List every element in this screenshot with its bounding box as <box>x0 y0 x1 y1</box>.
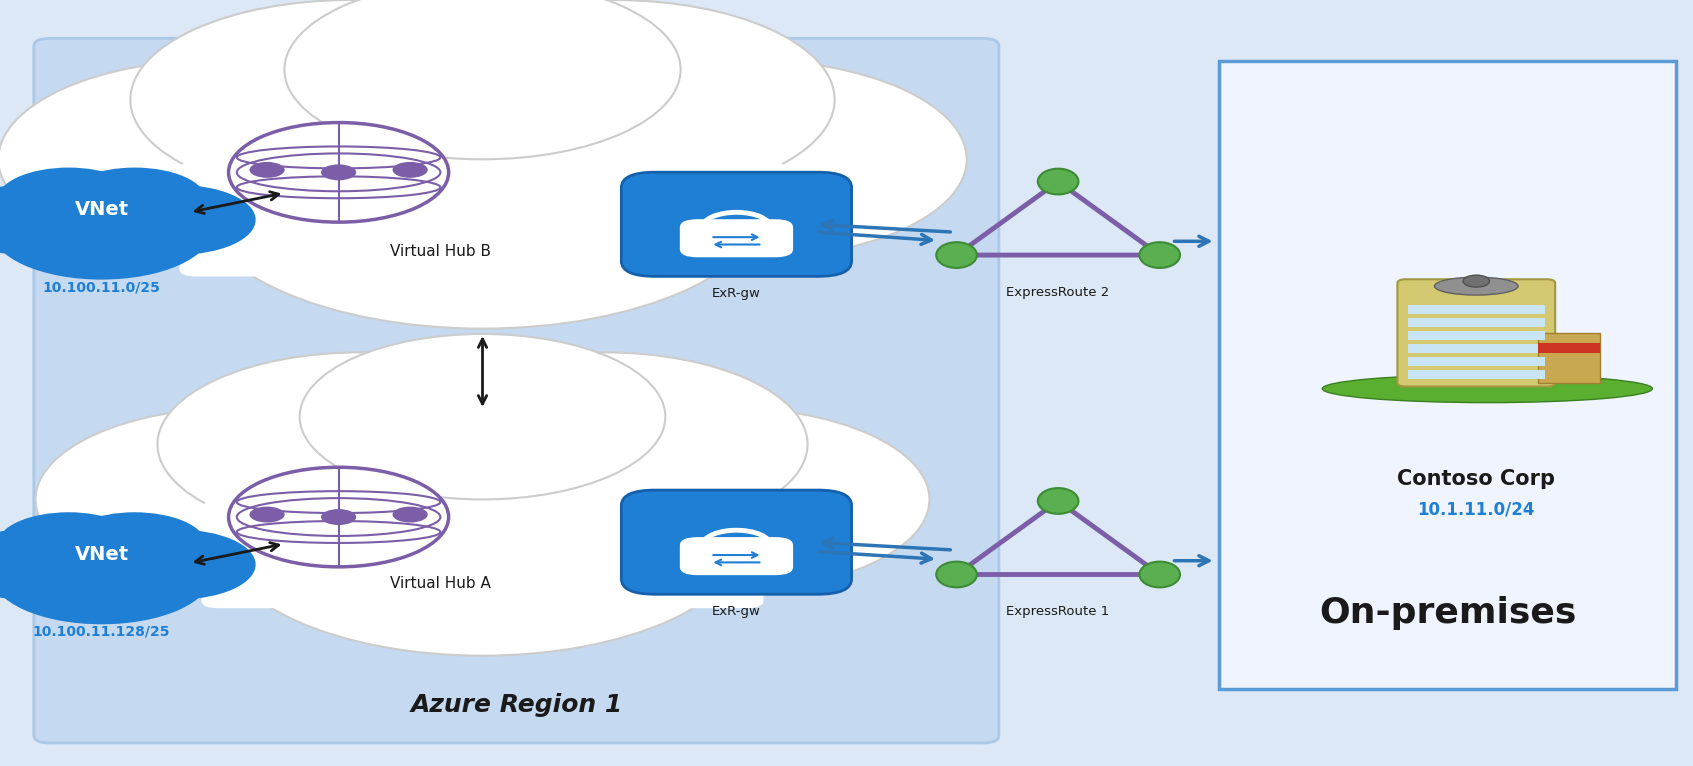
Circle shape <box>0 60 438 259</box>
Circle shape <box>284 0 681 159</box>
Circle shape <box>130 0 571 199</box>
FancyBboxPatch shape <box>1219 61 1676 689</box>
Ellipse shape <box>936 242 977 268</box>
Text: Virtual Hub A: Virtual Hub A <box>389 576 491 591</box>
Circle shape <box>240 128 372 188</box>
Text: 10.100.11.128/25: 10.100.11.128/25 <box>32 625 171 639</box>
Text: Virtual Hub B: Virtual Hub B <box>389 244 491 259</box>
Text: Azure Region 1: Azure Region 1 <box>410 692 623 717</box>
Circle shape <box>0 168 141 232</box>
Circle shape <box>196 70 769 329</box>
Bar <box>1409 305 1544 314</box>
FancyBboxPatch shape <box>1397 280 1556 387</box>
Bar <box>1409 318 1544 327</box>
Circle shape <box>317 483 427 532</box>
FancyBboxPatch shape <box>681 220 792 257</box>
Circle shape <box>0 512 141 577</box>
Circle shape <box>300 334 665 499</box>
Bar <box>1409 331 1544 340</box>
Circle shape <box>240 472 372 532</box>
Circle shape <box>229 467 449 567</box>
Text: ExpressRoute 1: ExpressRoute 1 <box>1007 605 1109 618</box>
Text: ExR-gw: ExR-gw <box>713 605 760 617</box>
Circle shape <box>394 0 835 199</box>
Bar <box>1537 343 1600 353</box>
Circle shape <box>36 408 442 591</box>
Text: 10.100.11.0/25: 10.100.11.0/25 <box>42 280 161 294</box>
Circle shape <box>401 352 808 536</box>
FancyBboxPatch shape <box>681 538 792 574</box>
Circle shape <box>393 506 428 522</box>
Bar <box>1409 370 1544 378</box>
Circle shape <box>317 138 427 188</box>
Circle shape <box>218 417 747 656</box>
FancyBboxPatch shape <box>621 172 852 277</box>
Bar <box>1409 344 1544 353</box>
Circle shape <box>249 162 284 178</box>
Circle shape <box>393 162 428 178</box>
Circle shape <box>305 127 394 168</box>
Circle shape <box>523 408 929 591</box>
Ellipse shape <box>936 561 977 588</box>
Circle shape <box>0 180 212 280</box>
Text: Contoso Corp: Contoso Corp <box>1397 469 1556 489</box>
Circle shape <box>63 512 207 577</box>
Text: VNet: VNet <box>74 545 129 564</box>
Circle shape <box>249 506 284 522</box>
Text: VNet: VNet <box>74 201 129 219</box>
Circle shape <box>1463 275 1490 287</box>
Ellipse shape <box>1139 242 1180 268</box>
FancyBboxPatch shape <box>34 38 999 743</box>
Circle shape <box>305 472 394 512</box>
Bar <box>1409 357 1544 365</box>
Circle shape <box>102 530 256 600</box>
Circle shape <box>229 123 449 222</box>
Circle shape <box>322 509 356 525</box>
Circle shape <box>0 525 212 624</box>
Circle shape <box>322 165 356 180</box>
FancyBboxPatch shape <box>621 490 852 594</box>
Circle shape <box>63 168 207 232</box>
Circle shape <box>157 352 564 536</box>
Ellipse shape <box>1038 169 1078 195</box>
FancyBboxPatch shape <box>201 501 764 608</box>
Circle shape <box>0 530 102 600</box>
Circle shape <box>527 60 967 259</box>
Circle shape <box>0 185 102 255</box>
Bar <box>1537 333 1600 383</box>
Ellipse shape <box>1139 561 1180 588</box>
Text: ExpressRoute 2: ExpressRoute 2 <box>1007 286 1109 299</box>
Ellipse shape <box>1038 488 1078 514</box>
FancyBboxPatch shape <box>179 162 786 277</box>
Text: ExR-gw: ExR-gw <box>713 287 760 300</box>
Ellipse shape <box>1322 375 1652 403</box>
Ellipse shape <box>1434 277 1519 295</box>
Text: On-premises: On-premises <box>1319 596 1576 630</box>
Text: 10.1.11.0/24: 10.1.11.0/24 <box>1417 500 1536 519</box>
Circle shape <box>102 185 256 255</box>
